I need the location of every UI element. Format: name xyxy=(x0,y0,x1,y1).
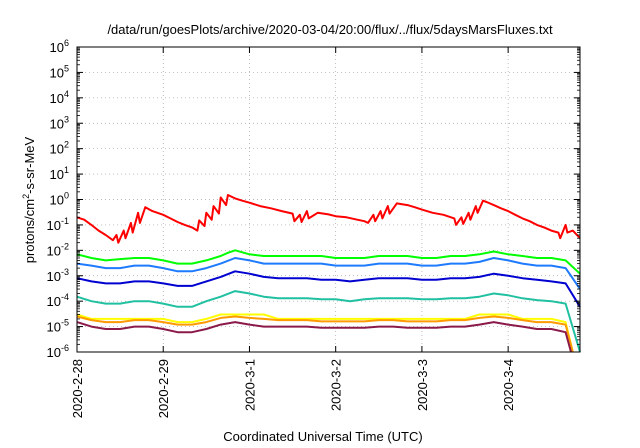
y-tick-exponent: -6 xyxy=(61,343,69,353)
series-line-3 xyxy=(76,257,581,290)
y-tick-label: 10-3 xyxy=(47,267,69,284)
x-tick-label: 2020-3-3 xyxy=(415,359,430,411)
y-axis-label-suffix: -s-sr-MeV xyxy=(22,136,37,193)
y-tick-exponent: 3 xyxy=(64,114,69,124)
y-axis-label-prefix: protons/cm xyxy=(22,199,37,263)
y-tick-base: 10 xyxy=(50,142,64,157)
y-tick-exponent: 0 xyxy=(64,191,69,201)
x-tick-labels: 2020-2-28 2020-2-29 2020-3-1 2020-3-2 2020-3… xyxy=(70,359,516,418)
y-tick-base: 10 xyxy=(50,65,64,80)
y-tick-base: 10 xyxy=(50,193,64,208)
y-tick-exponent: 4 xyxy=(64,89,69,99)
y-tick-label: 10-2 xyxy=(47,241,69,258)
y-tick-label: 102 xyxy=(50,140,69,157)
y-axis-label-superscript: 2 xyxy=(21,194,31,199)
y-tick-base: 10 xyxy=(47,243,61,258)
y-tick-exponent: -3 xyxy=(61,267,69,277)
series-line-2 xyxy=(76,249,581,275)
grid-lines xyxy=(77,47,580,352)
x-tick-label: 2020-3-4 xyxy=(501,359,516,411)
series-line-6 xyxy=(76,313,574,353)
y-tick-exponent: -5 xyxy=(61,318,69,328)
y-tick-base: 10 xyxy=(47,269,61,284)
y-tick-label: 100 xyxy=(50,191,69,208)
y-tick-label: 106 xyxy=(50,38,69,55)
x-tick-label: 2020-3-2 xyxy=(329,359,344,411)
y-tick-base: 10 xyxy=(50,40,64,55)
y-tick-base: 10 xyxy=(47,218,61,233)
x-axis-label: Coordinated Universal Time (UTC) xyxy=(223,429,422,444)
series-line-7 xyxy=(76,315,574,353)
x-tick-label: 2020-3-1 xyxy=(242,359,257,411)
series-lines xyxy=(76,194,581,353)
axis-ticks xyxy=(76,46,580,353)
y-tick-exponent: -1 xyxy=(61,216,69,226)
chart-title: /data/run/goesPlots/archive/2020-03-04/2… xyxy=(107,22,553,37)
y-tick-label: 10-5 xyxy=(47,318,69,335)
y-axis-label: protons/cm2-s-sr-MeV xyxy=(21,136,37,263)
y-tick-label: 101 xyxy=(50,165,69,182)
y-tick-label: 10-6 xyxy=(47,343,69,360)
series-line-5 xyxy=(76,290,581,353)
series-line-8 xyxy=(76,321,572,353)
y-tick-exponent: 6 xyxy=(64,38,69,48)
y-tick-base: 10 xyxy=(47,320,61,335)
y-tick-label: 10-4 xyxy=(47,292,69,309)
x-tick-label: 2020-2-29 xyxy=(156,359,171,418)
series-line-4 xyxy=(76,270,581,308)
y-tick-label: 103 xyxy=(50,114,69,131)
y-tick-exponent: 1 xyxy=(64,165,69,175)
y-tick-label: 104 xyxy=(50,89,69,106)
x-tick-label: 2020-2-28 xyxy=(70,359,85,418)
y-tick-exponent: 5 xyxy=(64,63,69,73)
y-tick-base: 10 xyxy=(50,167,64,182)
y-tick-label: 105 xyxy=(50,63,69,80)
y-tick-base: 10 xyxy=(47,294,61,309)
y-tick-labels: 10-610-510-410-310-210-11001011021031041… xyxy=(47,38,69,360)
y-tick-label: 10-1 xyxy=(47,216,69,233)
y-tick-exponent: -4 xyxy=(61,292,69,302)
y-tick-base: 10 xyxy=(47,345,61,360)
y-tick-base: 10 xyxy=(50,91,64,106)
y-tick-base: 10 xyxy=(50,116,64,131)
y-tick-exponent: 2 xyxy=(64,140,69,150)
plot-frame xyxy=(76,46,581,353)
series-line-1 xyxy=(76,194,581,244)
y-tick-exponent: -2 xyxy=(61,241,69,251)
